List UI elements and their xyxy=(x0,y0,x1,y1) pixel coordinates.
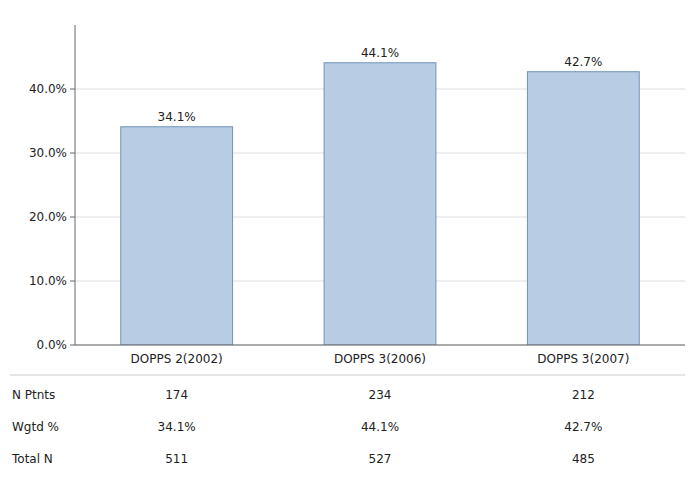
table-row-label: Total N xyxy=(11,452,53,466)
y-axis: 0.0% 10.0% 20.0% 30.0% 40.0% xyxy=(29,25,75,352)
table-cell: 34.1% xyxy=(158,420,196,434)
y-tick-label: 20.0% xyxy=(29,210,67,224)
bar xyxy=(324,63,436,345)
data-label: 34.1% xyxy=(158,110,196,124)
y-tick xyxy=(70,345,75,346)
chart-svg: 0.0% 10.0% 20.0% 30.0% 40.0% 34.1% 44.1% 42.7% D… xyxy=(0,0,700,500)
y-tick xyxy=(70,281,75,282)
y-tick-label: 10.0% xyxy=(29,274,67,288)
y-tick-label: 30.0% xyxy=(29,146,67,160)
x-tick-label: DOPPS 2(2002) xyxy=(131,352,223,366)
table-cell: 212 xyxy=(572,388,595,402)
bars xyxy=(121,63,640,345)
table-cell: 174 xyxy=(165,388,188,402)
table-cell: 485 xyxy=(572,452,595,466)
y-tick xyxy=(70,153,75,154)
y-tick xyxy=(70,89,75,90)
table-row-label: Wgtd % xyxy=(12,420,59,434)
table-cell: 44.1% xyxy=(361,420,399,434)
data-labels: 34.1% 44.1% 42.7% xyxy=(158,46,603,124)
table-cell: 42.7% xyxy=(564,420,602,434)
table-row-label: N Ptnts xyxy=(12,388,55,402)
y-axis-line xyxy=(75,25,76,345)
data-label: 44.1% xyxy=(361,46,399,60)
y-tick xyxy=(70,217,75,218)
x-tick-label: DOPPS 3(2006) xyxy=(334,352,426,366)
chart-container: 0.0% 10.0% 20.0% 30.0% 40.0% 34.1% 44.1% 42.7% D… xyxy=(0,0,700,500)
table-cell: 511 xyxy=(165,452,188,466)
y-tick-label: 0.0% xyxy=(37,338,68,352)
table: N Ptnts 174 234 212 Wgtd % 34.1% 44.1% 42.7% Tot… xyxy=(10,375,685,466)
x-axis: DOPPS 2(2002) DOPPS 3(2006) DOPPS 3(2007) xyxy=(75,345,685,366)
bar xyxy=(121,127,233,345)
bar xyxy=(527,72,639,345)
y-tick-label: 40.0% xyxy=(29,82,67,96)
table-rule xyxy=(10,375,685,376)
grid-line xyxy=(75,345,685,346)
table-cell: 527 xyxy=(369,452,392,466)
x-tick-label: DOPPS 3(2007) xyxy=(537,352,629,366)
table-cell: 234 xyxy=(369,388,392,402)
x-axis-line xyxy=(75,345,685,346)
data-label: 42.7% xyxy=(564,55,602,69)
